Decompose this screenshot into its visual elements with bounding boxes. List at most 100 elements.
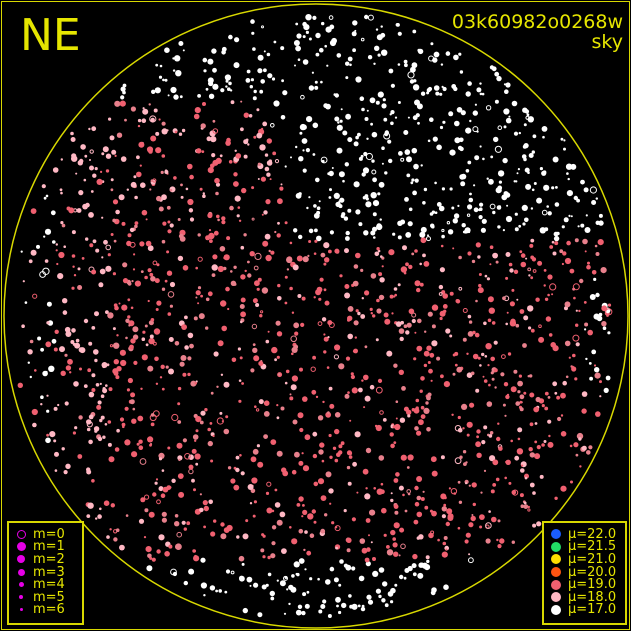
star (504, 476, 508, 480)
star (559, 249, 564, 254)
star (134, 224, 138, 229)
star (313, 252, 317, 255)
star (417, 318, 422, 324)
star (562, 380, 567, 386)
star (399, 336, 404, 342)
star (468, 484, 471, 487)
star (179, 95, 183, 99)
star (150, 318, 155, 322)
star (369, 509, 376, 516)
star (152, 410, 160, 418)
star (393, 522, 400, 529)
star (394, 510, 399, 515)
star (258, 361, 264, 366)
star (395, 417, 398, 420)
star (477, 287, 484, 294)
star (412, 190, 417, 196)
star (399, 417, 406, 423)
star (184, 345, 189, 350)
star (85, 237, 89, 241)
star (127, 315, 131, 319)
star (372, 212, 377, 217)
star (323, 242, 330, 249)
star (130, 338, 136, 344)
star (580, 179, 585, 185)
star (522, 343, 527, 348)
star (527, 505, 530, 509)
star (336, 147, 343, 154)
star (546, 205, 549, 208)
star (572, 334, 580, 342)
star (439, 92, 443, 96)
star (103, 239, 108, 245)
star (266, 481, 272, 487)
star (412, 572, 417, 577)
star (327, 411, 330, 414)
star (204, 408, 208, 412)
star (247, 143, 250, 146)
star (83, 384, 88, 388)
star (252, 96, 257, 101)
star (388, 158, 393, 164)
star (458, 286, 463, 291)
star (73, 381, 79, 387)
star (431, 587, 437, 593)
star (130, 106, 136, 112)
star (345, 236, 350, 241)
star (361, 107, 365, 112)
star (216, 385, 219, 388)
star (544, 406, 549, 411)
star (598, 213, 603, 218)
star (193, 488, 196, 492)
star (530, 276, 534, 280)
star (174, 521, 180, 527)
star (71, 254, 76, 258)
star (112, 272, 116, 276)
star (494, 145, 502, 153)
star (441, 187, 445, 191)
star (297, 58, 301, 61)
star (154, 481, 158, 485)
star (320, 156, 328, 164)
star (180, 355, 187, 361)
star (585, 357, 588, 361)
star (496, 436, 501, 442)
star (252, 514, 256, 518)
star (555, 186, 558, 189)
star (263, 50, 266, 53)
star (581, 391, 588, 397)
star (508, 262, 513, 267)
star (323, 262, 327, 266)
star (340, 108, 343, 111)
star (466, 352, 469, 355)
star (488, 383, 491, 387)
star (147, 365, 154, 372)
star (253, 355, 260, 362)
star (137, 118, 142, 123)
star (467, 204, 473, 210)
star (252, 343, 256, 346)
star (468, 522, 474, 528)
star (585, 214, 588, 217)
star (390, 498, 394, 503)
star (405, 262, 409, 267)
star (79, 158, 84, 164)
star (511, 540, 515, 544)
star (549, 245, 554, 249)
star (465, 482, 468, 485)
star (448, 487, 451, 490)
star (250, 19, 255, 24)
star (315, 177, 320, 183)
star (280, 406, 285, 411)
star (516, 172, 519, 175)
star (45, 370, 48, 374)
star (142, 108, 149, 115)
star (598, 220, 604, 226)
star (466, 421, 473, 428)
star (209, 239, 213, 244)
star (358, 575, 365, 582)
star (423, 350, 430, 357)
star (251, 477, 258, 484)
star (517, 390, 521, 394)
